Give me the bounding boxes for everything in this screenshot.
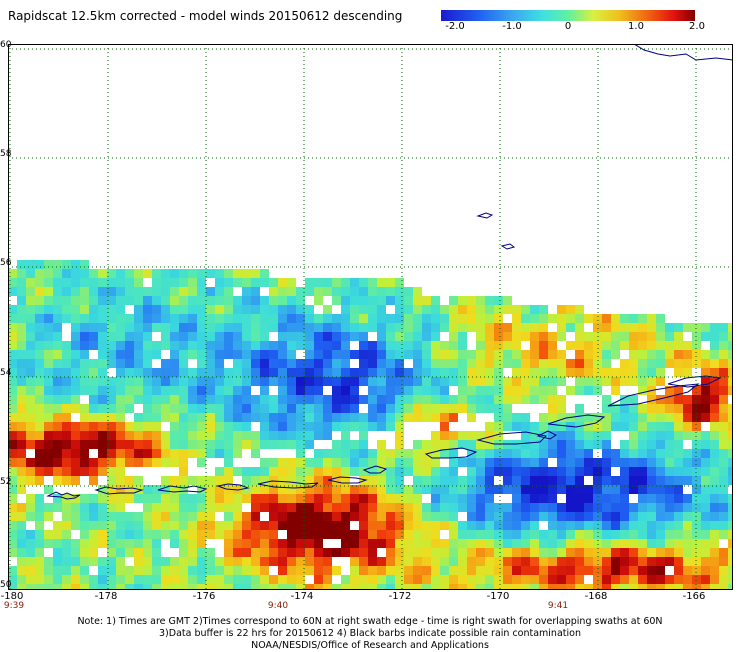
lon-label: -168	[584, 591, 608, 602]
time-label: 9:41	[547, 601, 569, 611]
lat-label: 60	[0, 40, 12, 50]
coastline-segment	[500, 243, 516, 250]
note-line: Note: 1) Times are GMT 2)Times correspon…	[77, 616, 663, 627]
colorbar	[441, 10, 695, 21]
lat-label: 58	[0, 149, 12, 159]
time-label: 9:39	[3, 601, 25, 611]
note-line: NOAA/NESDIS/Office of Research and Appli…	[251, 640, 489, 651]
lat-label: 50	[0, 580, 12, 590]
coastline-segment	[667, 375, 722, 388]
coastline-segment	[94, 486, 144, 495]
colorbar-label: 2.0	[689, 21, 705, 32]
wind-cells	[8, 260, 733, 590]
coastline-segment	[424, 447, 478, 459]
coastline	[46, 44, 733, 500]
note-line: 3)Data buffer is 22 hrs for 20150612 4) …	[159, 628, 581, 639]
coastline-segment	[327, 476, 368, 484]
coastline-segment	[536, 430, 557, 440]
lon-label: -176	[192, 591, 216, 602]
lon-label: -174	[290, 591, 314, 602]
lon-label: -170	[486, 591, 510, 602]
lat-label: 54	[0, 368, 12, 378]
map-frame	[8, 44, 733, 590]
colorbar-label: -2.0	[445, 21, 465, 32]
colorbar-label: 1.0	[628, 21, 644, 32]
lon-label: -166	[682, 591, 706, 602]
lon-label: -178	[94, 591, 118, 602]
coastline-segment	[547, 414, 606, 428]
coastline-segment	[476, 212, 494, 219]
coastline-segment	[607, 383, 700, 407]
coastline-segment	[257, 480, 319, 489]
coastline-segment	[216, 483, 250, 491]
lat-label: 52	[0, 477, 12, 487]
time-label: 9:40	[267, 601, 289, 611]
coastline-segment	[362, 465, 388, 474]
lat-label: 56	[0, 258, 12, 268]
wind-difference-map	[8, 44, 733, 590]
lon-label: -172	[388, 591, 412, 602]
coastline-segment	[476, 431, 548, 445]
coastline-segment	[46, 491, 81, 500]
lat-lon-grid	[8, 44, 733, 590]
coastline-segment	[633, 44, 733, 61]
map-title: Rapidscat 12.5km corrected - model winds…	[8, 9, 403, 23]
footnotes: Note: 1) Times are GMT 2)Times correspon…	[0, 616, 740, 652]
colorbar-label: -1.0	[502, 21, 522, 32]
colorbar-label: 0	[564, 21, 572, 32]
lon-label: -180	[0, 591, 24, 602]
